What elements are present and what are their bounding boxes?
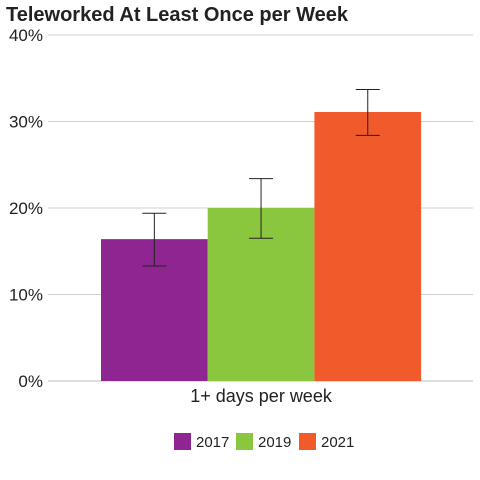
chart-title: Teleworked At Least Once per Week xyxy=(6,4,349,26)
legend: 2017 2019 2021 xyxy=(174,433,354,451)
error-bars xyxy=(142,88,380,267)
legend-label: 2017 xyxy=(196,434,229,451)
error-bar-2019 xyxy=(249,178,274,239)
y-tick-label: 30% xyxy=(9,113,43,132)
legend-swatch xyxy=(299,433,316,450)
bars xyxy=(101,111,422,382)
y-tick-label: 20% xyxy=(9,199,43,218)
error-bar-2021 xyxy=(355,88,380,136)
legend-swatch xyxy=(236,433,253,450)
legend-label: 2019 xyxy=(258,434,291,451)
legend-label: 2021 xyxy=(321,434,354,451)
y-tick-label: 40% xyxy=(9,26,43,45)
bar-2021 xyxy=(314,111,422,382)
error-bar-2017 xyxy=(142,212,167,267)
x-category-label: 1+ days per week xyxy=(190,386,333,406)
legend-swatch xyxy=(174,433,191,450)
y-tick-label: 0% xyxy=(18,372,43,391)
legend-item-2021: 2021 xyxy=(299,433,354,451)
legend-item-2017: 2017 xyxy=(174,433,229,451)
legend-item-2019: 2019 xyxy=(236,433,291,451)
y-tick-label: 10% xyxy=(9,286,43,305)
y-axis-ticks: 0% 10% 20% 30% 40% xyxy=(9,26,43,391)
